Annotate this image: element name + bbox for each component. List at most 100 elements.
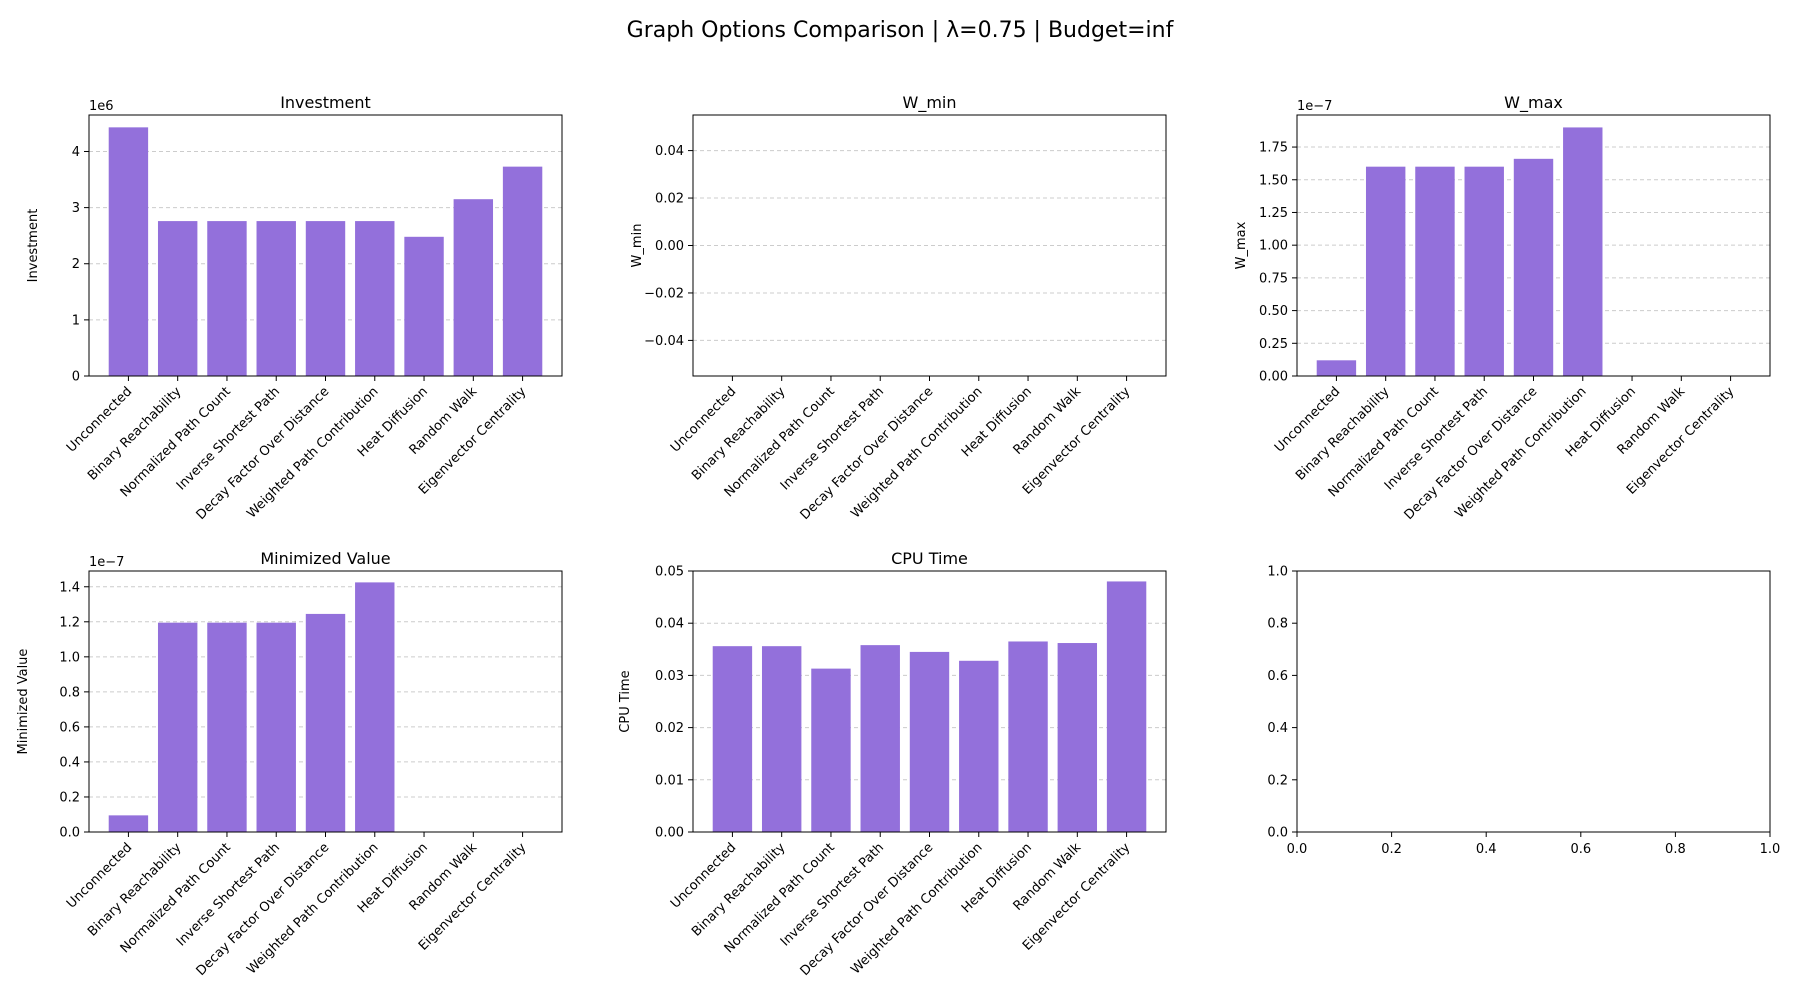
bar-eigenvector-centrality (1106, 581, 1147, 832)
y-tick-label: 0.8 (1267, 617, 1288, 632)
bar-binary-reachability (157, 221, 198, 376)
y-tick-label: 1.00 (1259, 239, 1288, 254)
bar-heat-diffusion (404, 236, 444, 376)
axes-frame (1296, 114, 1771, 377)
y-tick-label: 0.05 (655, 565, 684, 580)
bar-decay-factor-over-distance (909, 651, 950, 832)
y-tick-label: 0.00 (655, 239, 684, 254)
axes-frame (1296, 570, 1771, 833)
bar-inverse-shortest-path (860, 645, 900, 832)
y-axis-label: W_max (1234, 221, 1249, 269)
y-tick-label: 1.0 (1267, 565, 1288, 580)
bar-normalized-path-count (811, 668, 851, 832)
y-tick-label: 0.6 (1267, 669, 1288, 684)
x-tick-label: Binary Reachability (1293, 384, 1393, 484)
y-axis-label: CPU Time (618, 670, 633, 732)
y-axis-label: Investment (26, 209, 41, 283)
y-tick-label: 1.2 (59, 615, 80, 630)
y-axis-label: Minimized Value (16, 649, 31, 755)
bar-decay-factor-over-distance (1513, 158, 1554, 376)
y-offset-label: 1e6 (89, 99, 114, 114)
bar-normalized-path-count (207, 622, 247, 832)
subplot-title: CPU Time (891, 549, 968, 568)
y-tick-label: −0.02 (644, 286, 684, 301)
subplot-6: 0.0 0.2 0.4 0.6 0.8 1.0 0.0 0.2 0.4 0.6 0.8 1.0 (1267, 565, 1780, 858)
bar-weighted-path-contribution (355, 582, 395, 832)
x-tick-label: 1.0 (1760, 842, 1781, 857)
y-tick-label: 0.50 (1259, 304, 1288, 319)
y-tick-label: 0.4 (1267, 721, 1288, 736)
bar-weighted-path-contribution (1563, 127, 1603, 376)
x-tick-label: Binary Reachability (85, 840, 185, 940)
y-tick-label: 1.0 (59, 650, 80, 665)
y-tick-label: 0.03 (655, 669, 684, 684)
y-tick-label: 0.04 (655, 617, 684, 632)
y-tick-label: 0.2 (59, 790, 80, 805)
bar-weighted-path-contribution (959, 660, 999, 832)
axes-frame (692, 114, 1167, 377)
bar-weighted-path-contribution (355, 221, 395, 376)
bar-unconnected (108, 815, 149, 832)
y-tick-label: 0.6 (59, 720, 80, 735)
y-tick-label: 3 (72, 201, 80, 216)
x-tick-label: 0.8 (1665, 842, 1686, 857)
x-tick-label: 0.0 (1287, 842, 1308, 857)
bar-decay-factor-over-distance (305, 613, 346, 832)
y-tick-label: 0.02 (655, 721, 684, 736)
bar-unconnected (712, 646, 753, 832)
bar-binary-reachability (1365, 166, 1406, 376)
y-tick-label: 1.50 (1259, 173, 1288, 188)
y-tick-label: 0.8 (59, 685, 80, 700)
y-tick-label: 0.00 (655, 826, 684, 841)
bar-unconnected (1316, 360, 1357, 376)
y-tick-label: 0 (72, 370, 80, 385)
y-tick-label: 0.01 (655, 773, 684, 788)
y-tick-label: 0.00 (1259, 370, 1288, 385)
subplot-title: W_max (1504, 93, 1563, 113)
y-tick-label: 0.25 (1259, 337, 1288, 352)
y-tick-label: 0.0 (1267, 826, 1288, 841)
y-tick-label: 1.25 (1259, 206, 1288, 221)
y-tick-label: 1.4 (59, 580, 80, 595)
y-tick-label: −0.04 (644, 334, 684, 349)
bar-inverse-shortest-path (256, 622, 296, 832)
y-tick-label: 1 (72, 313, 80, 328)
bar-inverse-shortest-path (1464, 166, 1504, 376)
x-tick-label: 0.2 (1381, 842, 1402, 857)
y-tick-label: 0.02 (655, 192, 684, 207)
axes-frame (88, 570, 563, 833)
x-tick-label: Binary Reachability (689, 384, 789, 484)
y-tick-label: 0.75 (1259, 271, 1288, 286)
bar-normalized-path-count (1415, 166, 1455, 376)
x-tick-label: 0.6 (1570, 842, 1591, 857)
bar-normalized-path-count (207, 221, 247, 376)
axes-frame (88, 114, 563, 377)
bar-random-walk (1057, 643, 1098, 832)
bar-decay-factor-over-distance (305, 221, 346, 376)
subplot-title: Investment (280, 93, 371, 112)
y-tick-label: 1.75 (1259, 141, 1288, 156)
figure-title: Graph Options Comparison | λ=0.75 | Budg… (627, 18, 1175, 43)
axes-frame (692, 570, 1167, 833)
x-tick-label: Binary Reachability (85, 384, 185, 484)
bar-binary-reachability (157, 622, 198, 832)
y-tick-label: 0.2 (1267, 773, 1288, 788)
y-tick-label: 4 (72, 145, 80, 160)
y-offset-label: 1e−7 (1297, 99, 1332, 114)
subplot-title: Minimized Value (260, 549, 390, 568)
bar-random-walk (453, 199, 494, 376)
y-offset-label: 1e−7 (89, 555, 124, 570)
x-tick-label: 0.4 (1476, 842, 1497, 857)
bar-unconnected (108, 127, 149, 376)
y-axis-label: W_min (630, 224, 645, 268)
bar-heat-diffusion (1008, 641, 1048, 832)
bar-eigenvector-centrality (502, 166, 543, 376)
y-tick-label: 0.04 (655, 144, 684, 159)
